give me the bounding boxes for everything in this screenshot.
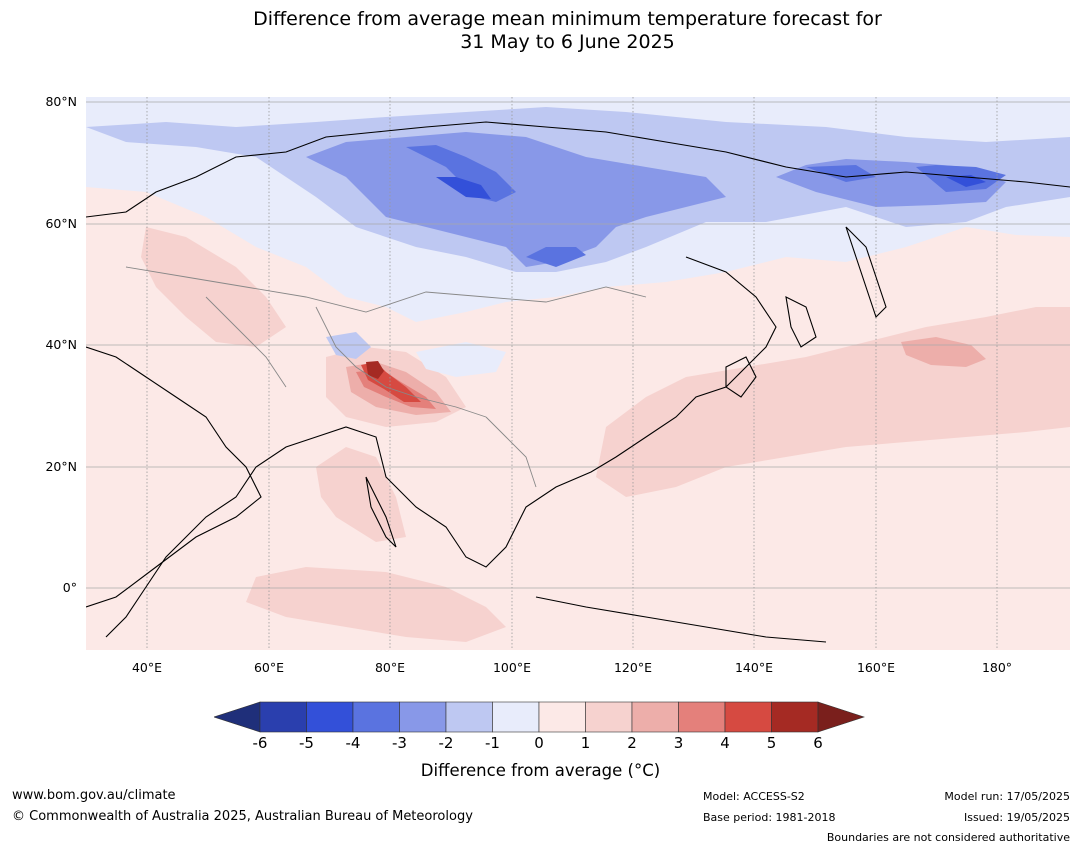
anomaly-minus1-tibet-east <box>416 342 506 377</box>
anomaly-plus2-western-asia <box>141 227 286 347</box>
lon-label-180: 180° <box>981 660 1013 675</box>
anomaly-plus3-pacific <box>901 337 986 367</box>
colorbar-tick-label: 5 <box>766 734 777 752</box>
colorbar-tick-label: 4 <box>720 734 730 752</box>
anomaly-plus6-tibet <box>366 361 384 379</box>
colorbar-cell <box>771 701 819 733</box>
lon-label-140e: 140°E <box>734 660 773 675</box>
colorbar-tick-label: -6 <box>252 734 268 752</box>
colorbar-tick-label: -1 <box>485 734 500 752</box>
colorbar-cap-high <box>817 701 865 733</box>
country-borders <box>125 266 647 488</box>
colorbar-tick-label: 6 <box>813 734 823 752</box>
lon-label-100e: 100°E <box>492 660 531 675</box>
title-line-1: Difference from average mean minimum tem… <box>253 8 882 30</box>
title-line-2: 31 May to 6 June 2025 <box>460 31 675 53</box>
colorbar-cell <box>631 701 679 733</box>
colorbar-tick-label: -5 <box>299 734 314 752</box>
parallels <box>86 101 1070 589</box>
colorbar-cell <box>445 701 493 733</box>
colorbar-cell <box>399 701 447 733</box>
disclaimer-text: Boundaries are not considered authoritat… <box>826 831 1070 844</box>
colorbar-tick-label: 1 <box>580 734 591 752</box>
colorbar-cell <box>678 701 726 733</box>
colorbar-cell <box>306 701 354 733</box>
website-link[interactable]: www.bom.gov.au/climate <box>12 788 176 803</box>
lon-label-60e: 60°E <box>253 660 285 675</box>
lon-label-80e: 80°E <box>374 660 406 675</box>
forecast-map[interactable] <box>86 97 1070 650</box>
issued-text: Issued: 19/05/2025 <box>963 811 1070 824</box>
lat-label-80n: 80°N <box>45 94 77 109</box>
lon-label-40e: 40°E <box>131 660 163 675</box>
colorbar-cell <box>259 701 307 733</box>
lat-label-0: 0° <box>62 580 77 595</box>
lat-label-40n: 40°N <box>45 337 77 352</box>
colorbar-tick-label: 2 <box>627 734 637 752</box>
anomaly-minus4-region <box>406 145 1006 267</box>
anomaly-plus2-indian-ocean <box>246 567 506 642</box>
colorbar-tick-label: -3 <box>392 734 407 752</box>
map-canvas <box>86 97 1070 650</box>
colorbar-label: Difference from average (°C) <box>420 761 661 780</box>
model-text: Model: ACCESS-S2 <box>703 790 805 803</box>
model-run-text: Model run: 17/05/2025 <box>944 790 1070 803</box>
base-period-text: Base period: 1981-2018 <box>703 811 836 824</box>
lat-label-60n: 60°N <box>45 216 77 231</box>
map-title: Difference from average mean minimum tem… <box>0 8 1081 54</box>
colorbar-tick-label: 0 <box>534 734 544 752</box>
colorbar <box>214 701 865 733</box>
colorbar-cell <box>352 701 400 733</box>
colorbar-tick-label: -2 <box>438 734 454 752</box>
colorbar-cell <box>492 701 540 733</box>
colorbar-cell <box>724 701 772 733</box>
copyright-text: © Commonwealth of Australia 2025, Austra… <box>12 809 473 824</box>
lon-label-120e: 120°E <box>613 660 652 675</box>
coastlines <box>86 121 1070 643</box>
anomaly-plus2-india <box>316 447 406 542</box>
colorbar-tick-label: 3 <box>673 734 684 752</box>
colorbar-cap-low <box>214 701 261 733</box>
colorbar-tick-label: -4 <box>345 734 361 752</box>
colorbar-cell <box>538 701 586 733</box>
lat-label-20n: 20°N <box>45 459 77 474</box>
lon-label-160e: 160°E <box>856 660 895 675</box>
anomaly-minus1-central-asia <box>326 332 371 359</box>
colorbar-cell <box>585 701 633 733</box>
